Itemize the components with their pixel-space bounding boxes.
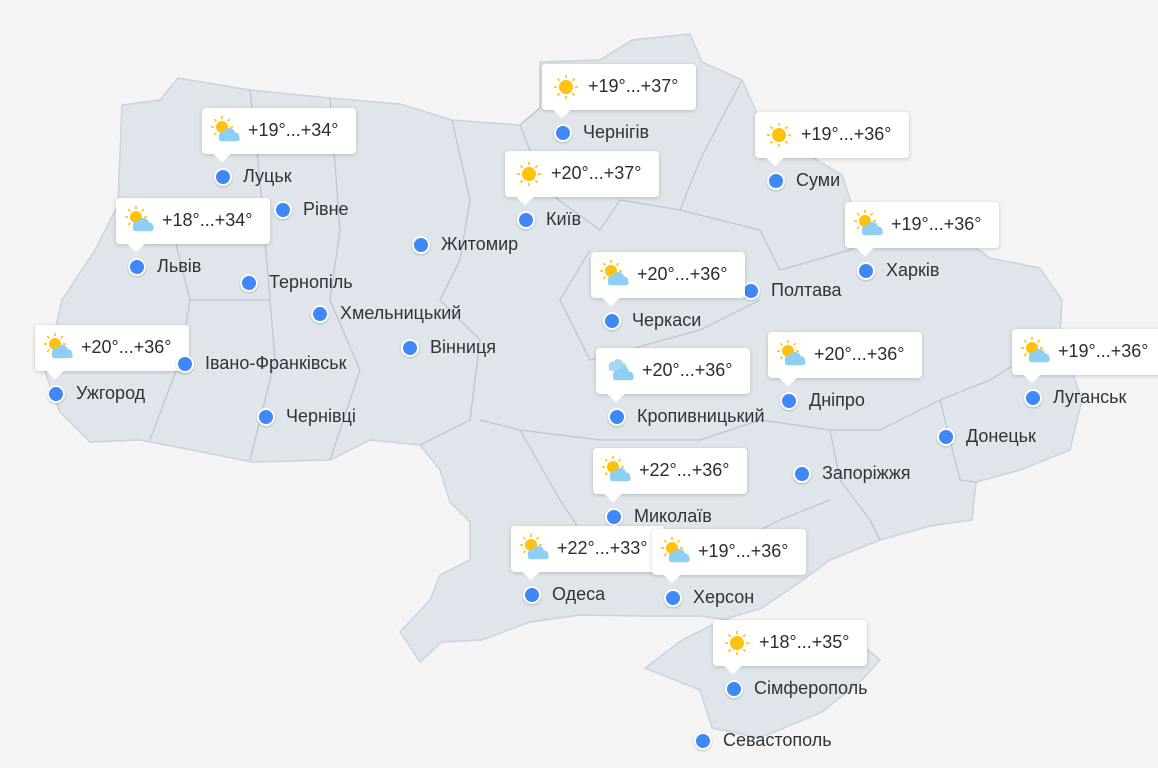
city-label[interactable]: Запоріжжя — [822, 463, 911, 483]
temperature-range: +18°...+35° — [759, 632, 850, 652]
city-marker[interactable] — [176, 355, 194, 373]
city-label[interactable]: Луганськ — [1053, 387, 1127, 407]
city-marker[interactable] — [517, 211, 535, 229]
temperature-range: +22°...+36° — [639, 460, 730, 480]
temperature-range: +18°...+34° — [162, 210, 253, 230]
city-label[interactable]: Кропивницький — [637, 406, 765, 426]
weather-tooltip[interactable]: +18°...+34° — [116, 198, 270, 244]
city-label[interactable]: Дніпро — [809, 390, 865, 410]
city-marker[interactable] — [608, 408, 626, 426]
city-marker[interactable] — [937, 428, 955, 446]
city-marker[interactable] — [554, 124, 572, 142]
weather-tooltip[interactable]: +20°...+36° — [768, 332, 922, 378]
temperature-range: +20°...+36° — [642, 360, 733, 380]
city-label[interactable]: Полтава — [771, 280, 842, 300]
city-marker[interactable] — [523, 586, 541, 604]
city-label[interactable]: Сімферополь — [754, 678, 868, 698]
city-label[interactable]: Житомир — [441, 234, 519, 254]
weather-tooltip[interactable]: +19°...+34° — [202, 108, 356, 154]
city-marker[interactable] — [128, 258, 146, 276]
city-label[interactable]: Чернігів — [583, 122, 650, 142]
partly-cloudy-icon — [776, 339, 808, 371]
temperature-range: +20°...+36° — [81, 337, 172, 357]
city-label[interactable]: Ужгород — [76, 383, 146, 403]
sun-icon — [763, 119, 795, 151]
sun-icon — [721, 627, 753, 659]
temperature-range: +19°...+36° — [698, 541, 789, 561]
weather-tooltip[interactable]: +20°...+36° — [596, 348, 750, 394]
city-marker[interactable] — [767, 172, 785, 190]
partly-cloudy-icon — [599, 259, 631, 291]
partly-cloudy-icon — [601, 455, 633, 487]
city-label[interactable]: Суми — [796, 170, 841, 190]
temperature-range: +20°...+36° — [637, 264, 728, 284]
weather-tooltip[interactable]: +19°...+36° — [652, 529, 806, 575]
temperature-range: +20°...+37° — [551, 163, 642, 183]
city-label[interactable]: Київ — [546, 209, 582, 229]
weather-tooltip[interactable]: +19°...+36° — [1012, 329, 1158, 375]
city-marker[interactable] — [780, 392, 798, 410]
city-label[interactable]: Тернопіль — [269, 272, 353, 292]
city-label[interactable]: Чернівці — [286, 406, 356, 426]
weather-tooltip[interactable]: +18°...+35° — [713, 620, 867, 666]
temperature-range: +19°...+37° — [588, 76, 679, 96]
partly-cloudy-icon — [43, 332, 75, 364]
city-label[interactable]: Черкаси — [632, 310, 702, 330]
city-marker[interactable] — [793, 465, 811, 483]
partly-cloudy-icon — [1020, 336, 1052, 368]
city-label[interactable]: Харків — [886, 260, 940, 280]
weather-tooltip[interactable]: +22°...+33° — [511, 526, 665, 572]
city-marker[interactable] — [214, 168, 232, 186]
partly-cloudy-icon — [660, 536, 692, 568]
sun-icon — [513, 158, 545, 190]
temperature-range: +19°...+36° — [891, 214, 982, 234]
city-label[interactable]: Вінниця — [430, 337, 496, 357]
city-label[interactable]: Хмельницький — [340, 303, 462, 323]
temperature-range: +22°...+33° — [557, 538, 648, 558]
weather-tooltip[interactable]: +20°...+36° — [35, 325, 189, 371]
city-label[interactable]: Івано-Франківськ — [205, 353, 347, 373]
weather-tooltip[interactable]: +20°...+37° — [505, 151, 659, 197]
city-marker[interactable] — [603, 312, 621, 330]
weather-tooltip[interactable]: +20°...+36° — [591, 252, 745, 298]
city-marker[interactable] — [47, 385, 65, 403]
temperature-range: +20°...+36° — [814, 344, 905, 364]
cloudy-icon — [604, 355, 636, 387]
city-marker[interactable] — [1024, 389, 1042, 407]
partly-cloudy-icon — [210, 115, 242, 147]
city-label[interactable]: Севастополь — [723, 730, 832, 750]
weather-tooltip[interactable]: +22°...+36° — [593, 448, 747, 494]
weather-tooltip[interactable]: +19°...+37° — [542, 64, 696, 110]
city-marker[interactable] — [694, 732, 712, 750]
partly-cloudy-icon — [853, 209, 885, 241]
city-marker[interactable] — [857, 262, 875, 280]
city-marker[interactable] — [311, 305, 329, 323]
city-marker[interactable] — [240, 274, 258, 292]
temperature-range: +19°...+36° — [1058, 341, 1149, 361]
city-label[interactable]: Херсон — [693, 587, 755, 607]
weather-tooltip[interactable]: +19°...+36° — [755, 112, 909, 158]
city-marker[interactable] — [257, 408, 275, 426]
city-label[interactable]: Луцьк — [243, 166, 292, 186]
city-marker[interactable] — [605, 508, 623, 526]
weather-tooltip[interactable]: +19°...+36° — [845, 202, 999, 248]
city-marker[interactable] — [412, 236, 430, 254]
country-shape — [44, 33, 1083, 739]
partly-cloudy-icon — [519, 533, 551, 565]
city-label[interactable]: Рівне — [303, 199, 349, 219]
sun-icon — [550, 71, 582, 103]
temperature-range: +19°...+34° — [248, 120, 339, 140]
city-label[interactable]: Одеса — [552, 584, 606, 604]
city-label[interactable]: Миколаїв — [634, 506, 712, 526]
city-label[interactable]: Львів — [157, 256, 202, 276]
city-marker[interactable] — [401, 339, 419, 357]
city-marker[interactable] — [664, 589, 682, 607]
partly-cloudy-icon — [124, 205, 156, 237]
temperature-range: +19°...+36° — [801, 124, 892, 144]
city-marker[interactable] — [274, 201, 292, 219]
city-marker[interactable] — [725, 680, 743, 698]
city-label[interactable]: Донецьк — [966, 426, 1036, 446]
